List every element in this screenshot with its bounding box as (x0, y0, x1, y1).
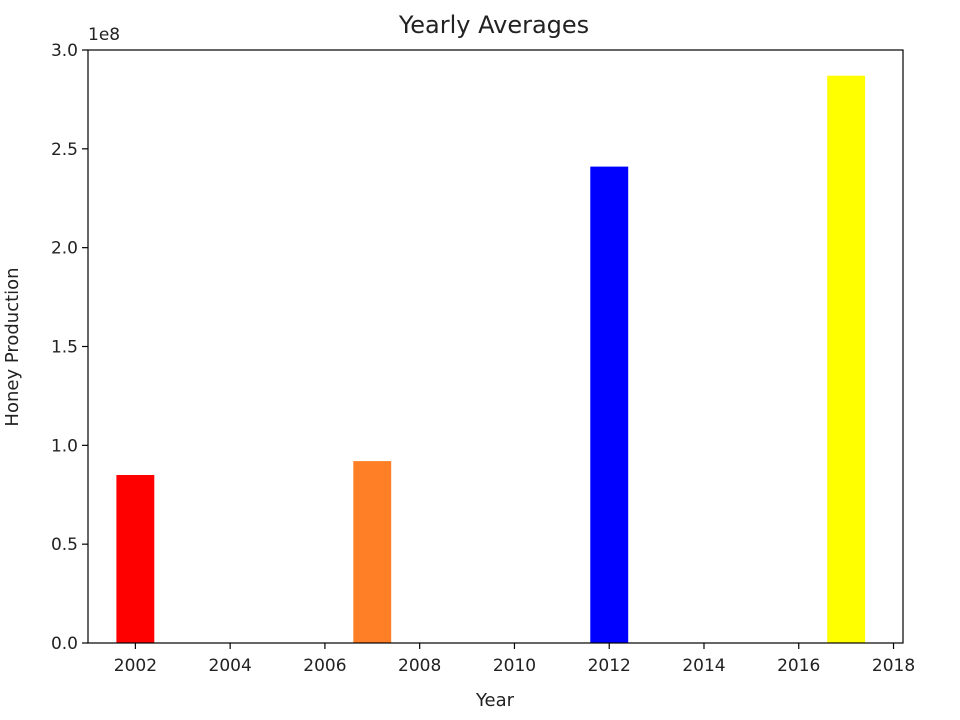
y-tick-label: 1.0 (51, 436, 78, 456)
x-tick-label: 2010 (493, 656, 536, 676)
bars-group (116, 75, 866, 643)
plot-frame (87, 49, 904, 644)
bar-2007 (353, 461, 392, 643)
x-tick-label: 2016 (777, 656, 820, 676)
y-tick-label: 2.5 (51, 140, 78, 160)
x-tick-label: 2004 (209, 656, 252, 676)
y-axis-offset-label: 1e8 (88, 25, 120, 45)
x-tick-label: 2012 (588, 656, 631, 676)
y-tick-label: 2.0 (51, 239, 78, 259)
ticks-group: 2002 2004 2006 2008 2010 2012 2014 2016 2018 0.0 0… (51, 41, 915, 676)
y-tick-label: 0.5 (51, 535, 78, 555)
x-tick-label: 2006 (303, 656, 346, 676)
chart-title: Yearly Averages (398, 11, 589, 39)
y-tick-label: 0.0 (51, 634, 78, 654)
bar-2002 (116, 475, 155, 643)
y-tick-label: 3.0 (51, 41, 78, 61)
x-tick-label: 2008 (398, 656, 441, 676)
x-tick-label: 2014 (682, 656, 725, 676)
x-tick-label: 2002 (114, 656, 157, 676)
x-axis-label: Year (475, 690, 515, 711)
bar-2012 (590, 166, 629, 643)
y-tick-label: 1.5 (51, 338, 78, 358)
x-tick-label: 2018 (872, 656, 915, 676)
bar-2017 (827, 75, 866, 643)
y-axis-label: Honey Production (2, 267, 23, 426)
